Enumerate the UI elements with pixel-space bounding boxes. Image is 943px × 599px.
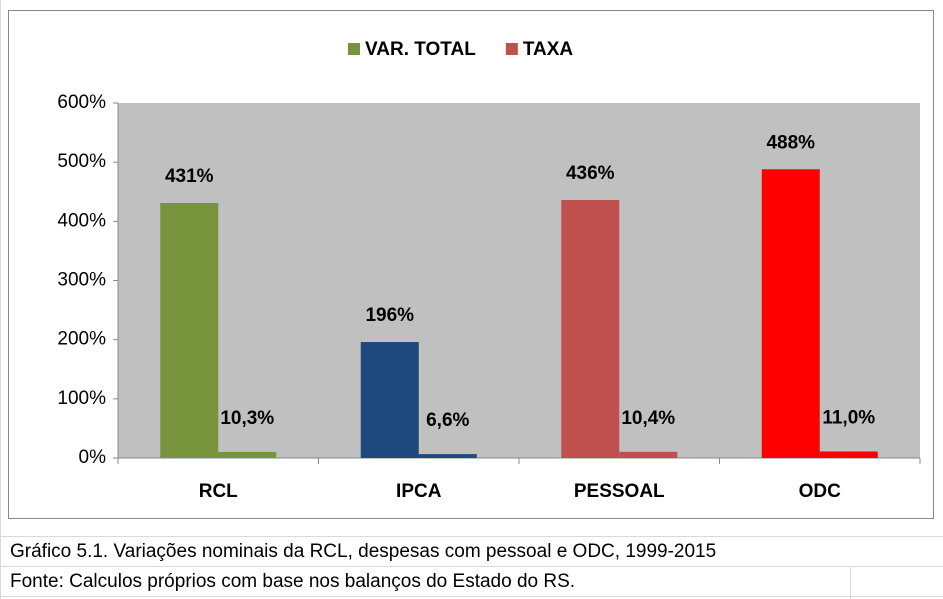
data-label: 6,6% — [426, 410, 469, 431]
caption: Fonte: Calculos próprios com base nos ba… — [10, 571, 575, 592]
data-label: 10,3% — [220, 408, 274, 429]
bar — [360, 342, 419, 458]
data-label: 196% — [365, 305, 414, 326]
legend-label: VAR. TOTAL — [365, 39, 476, 60]
y-tick-label: 600% — [57, 92, 106, 113]
x-tick-label: PESSOAL — [574, 481, 665, 502]
data-label: 10,4% — [621, 408, 675, 429]
x-tick-label: RCL — [199, 481, 238, 502]
y-tick-label: 100% — [57, 388, 106, 409]
data-label: 488% — [766, 132, 815, 153]
x-tick-label: ODC — [799, 481, 842, 502]
y-tick-label: 400% — [57, 210, 106, 231]
y-tick-label: 300% — [57, 270, 106, 291]
bar — [160, 202, 219, 458]
legend-label: TAXA — [523, 39, 574, 60]
bar — [218, 451, 277, 458]
bar — [561, 200, 620, 459]
bar — [418, 454, 477, 458]
bar — [761, 169, 820, 458]
y-tick-label: 200% — [57, 329, 106, 350]
x-tick-label: IPCA — [396, 481, 442, 502]
data-label: 436% — [566, 163, 615, 184]
y-tick-label: 500% — [57, 151, 106, 172]
y-tick-label: 0% — [79, 447, 107, 468]
bar — [619, 451, 678, 458]
legend-swatch — [348, 43, 360, 55]
data-label: 431% — [165, 166, 214, 187]
legend-swatch — [505, 43, 518, 55]
data-label: 11,0% — [822, 408, 875, 429]
caption: Gráfico 5.1. Variações nominais da RCL, … — [10, 541, 716, 562]
bar — [819, 451, 878, 458]
